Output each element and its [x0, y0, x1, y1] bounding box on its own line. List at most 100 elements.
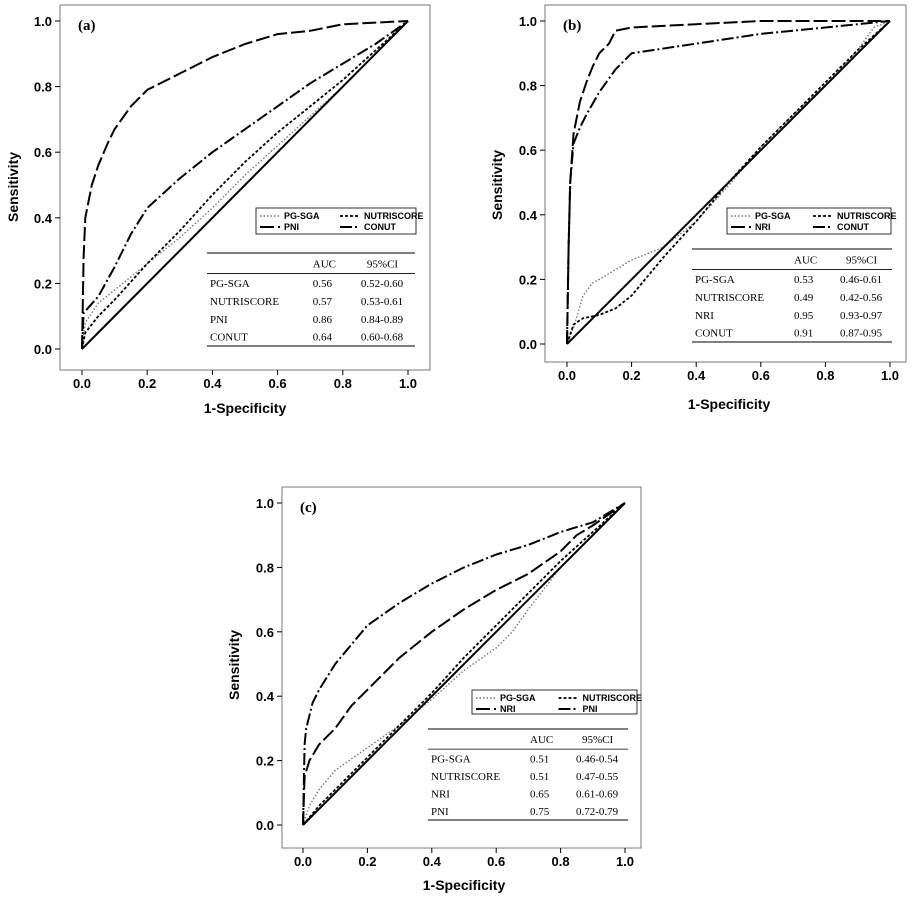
table-cell: 0.84-0.89 [361, 314, 404, 326]
legend-label: CONUT [837, 222, 869, 232]
x-tick-label: 1.0 [616, 854, 634, 869]
table-cell: 0.61-0.69 [576, 788, 619, 800]
y-axis-title: Sensitivity [5, 152, 21, 222]
x-tick-label: 0.2 [138, 376, 156, 391]
y-tick-label: 0.2 [519, 272, 537, 287]
plot-frame [281, 486, 642, 849]
roc-panel-3: 0.0 0.2 0.4 0.6 0.8 1.0 0.0 0.2 0.4 0.6 0.8 1.0 1-Sp… [226, 486, 643, 893]
y-tick-label: 0.6 [519, 143, 537, 158]
y-tick-label: 0.6 [256, 625, 274, 640]
y-tick-label: 0.8 [519, 79, 537, 94]
table-cell: 0.64 [313, 332, 333, 344]
table-cell: 0.51 [530, 771, 549, 783]
table-cell: PG-SGA [431, 753, 471, 765]
x-tick-label: 0.6 [487, 854, 505, 869]
table-cell: 0.57 [313, 296, 333, 308]
plot-frame [544, 4, 907, 363]
legend-label: PNI [583, 704, 598, 714]
table-cell: CONUT [695, 328, 733, 340]
table-cell: 0.47-0.55 [576, 771, 619, 783]
y-tick-label: 0.0 [519, 337, 537, 352]
table-header-cell: 95%CI [582, 734, 614, 746]
plot-frame [59, 4, 431, 371]
table-cell: PG-SGA [210, 278, 250, 290]
table-cell: 0.65 [530, 788, 550, 800]
y-tick-label: 0.2 [34, 276, 52, 291]
x-tick-label: 0.0 [73, 376, 91, 391]
x-tick-label: 0.0 [294, 854, 312, 869]
table-cell: 0.46-0.54 [576, 753, 619, 765]
legend-label: PG-SGA [755, 211, 791, 221]
reference-diagonal-line [566, 20, 891, 345]
roc-panel-1: 0.0 0.2 0.4 0.6 0.8 1.0 0.0 0.2 0.4 0.6 0.8 1.0 1-Sp… [5, 4, 431, 416]
y-axis-title: Sensitivity [489, 150, 505, 220]
legend: PG-SGA NUTRISCORE PNI CONUT [255, 207, 424, 235]
series-line-conut [81, 20, 409, 350]
x-axis-title: 1-Specificity [204, 400, 287, 416]
table-cell: 0.53 [794, 274, 814, 286]
series-line-pni [302, 502, 626, 826]
table-cell: 0.93-0.97 [840, 310, 883, 322]
y-tick-label: 0.8 [256, 560, 274, 575]
series-line-pg-sga [566, 20, 891, 345]
y-tick-label: 1.0 [256, 496, 274, 511]
x-tick-label: 0.4 [687, 368, 706, 383]
y-tick-label: 0.0 [34, 342, 52, 357]
x-tick-label: 0.2 [358, 854, 376, 869]
y-tick-label: 0.8 [34, 80, 52, 95]
legend-label: NUTRISCORE [364, 211, 424, 221]
series-line-nri [566, 20, 890, 345]
table-header-cell: AUC [530, 734, 553, 746]
series-line-nutriscore [566, 20, 891, 345]
table-cell: NRI [431, 788, 450, 800]
x-tick-label: 1.0 [881, 368, 899, 383]
table-header-cell: 95%CI [367, 258, 399, 270]
x-tick-label: 0.4 [423, 854, 442, 869]
table-cell: 0.95 [794, 310, 814, 322]
table-cell: NUTRISCORE [431, 771, 500, 783]
legend-label: NRI [500, 704, 516, 714]
table-cell: PNI [431, 806, 449, 818]
series-line-nri [302, 502, 626, 826]
auc-table: AUC 95%CI PG-SGA 0.56 0.52-0.60 NUTRISCORE 0.5… [207, 252, 415, 347]
table-cell: 0.42-0.56 [840, 292, 883, 304]
x-tick-label: 0.0 [558, 368, 576, 383]
y-tick-label: 1.0 [519, 14, 537, 29]
table-header-cell: AUC [794, 254, 817, 266]
table-cell: 0.86 [313, 314, 333, 326]
y-tick-label: 0.4 [519, 208, 538, 223]
table-cell: 0.51 [530, 753, 549, 765]
legend-label: NUTRISCORE [837, 211, 897, 221]
y-tick-label: 0.2 [256, 754, 274, 769]
y-tick-label: 0.6 [34, 145, 52, 160]
table-cell: 0.72-0.79 [576, 806, 619, 818]
panel-label: (b) [563, 18, 581, 34]
x-tick-label: 0.8 [334, 376, 352, 391]
table-cell: 0.56 [313, 278, 333, 290]
x-tick-label: 0.6 [752, 368, 770, 383]
series-line-conut [566, 20, 891, 345]
y-tick-label: 0.4 [34, 211, 53, 226]
legend-label: NUTRISCORE [583, 693, 643, 703]
y-tick-label: 0.0 [256, 818, 274, 833]
auc-table: AUC 95%CI PG-SGA 0.51 0.46-0.54 NUTRISCORE 0.5… [428, 728, 628, 821]
table-cell: NUTRISCORE [210, 296, 279, 308]
table-cell: PG-SGA [695, 274, 735, 286]
series-line-pg-sga [302, 502, 626, 826]
legend-label: CONUT [364, 222, 396, 232]
x-tick-label: 1.0 [399, 376, 417, 391]
auc-table: AUC 95%CI PG-SGA 0.53 0.46-0.61 NUTRISCORE 0.4… [692, 248, 892, 343]
table-header-cell: 95%CI [846, 254, 878, 266]
table-cell: NUTRISCORE [695, 292, 764, 304]
legend-box [726, 207, 892, 235]
table-cell: 0.87-0.95 [840, 328, 883, 340]
panel-label: (a) [78, 18, 96, 34]
series-line-nutriscore [302, 502, 626, 826]
x-tick-label: 0.8 [816, 368, 834, 383]
legend-label: NRI [755, 222, 771, 232]
table-cell: NRI [695, 310, 714, 322]
table-cell: 0.46-0.61 [840, 274, 882, 286]
legend-label: PG-SGA [500, 693, 536, 703]
table-cell: 0.52-0.60 [361, 278, 404, 290]
